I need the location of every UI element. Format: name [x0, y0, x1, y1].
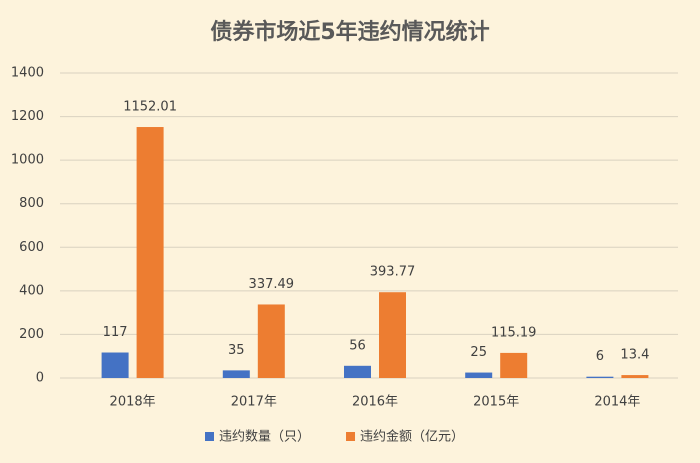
bar — [101, 352, 129, 378]
y-tick-label: 200 — [19, 327, 44, 342]
y-tick-label: 800 — [19, 196, 44, 211]
x-tick-label: 2017年 — [231, 395, 277, 410]
bar — [379, 292, 406, 378]
y-tick-label: 1200 — [11, 109, 44, 124]
legend-label: 违约金额（亿元） — [360, 429, 464, 445]
y-tick-label: 1400 — [11, 66, 44, 81]
bar — [257, 304, 285, 378]
x-tick-label: 2018年 — [110, 395, 156, 410]
y-tick-label: 0 — [36, 371, 44, 386]
bar — [586, 376, 614, 378]
data-label: 35 — [228, 343, 245, 358]
data-label: 337.49 — [249, 277, 295, 292]
legend-swatch — [205, 432, 214, 441]
x-tick-label: 2015年 — [473, 395, 519, 410]
legend-label: 违约数量（只） — [219, 430, 310, 445]
y-tick-label: 600 — [19, 240, 44, 255]
data-label: 115.19 — [491, 325, 537, 340]
y-tick-label: 400 — [19, 283, 44, 298]
data-label: 25 — [470, 345, 487, 360]
x-tick-label: 2016年 — [352, 395, 398, 410]
data-label: 1152.01 — [123, 100, 177, 115]
y-tick-label: 1000 — [11, 153, 44, 168]
legend-swatch — [346, 432, 356, 441]
data-label: 13.4 — [620, 348, 649, 363]
bar — [621, 375, 649, 378]
x-tick-label: 2014年 — [594, 395, 640, 410]
bar — [465, 372, 493, 378]
data-label: 56 — [349, 338, 366, 353]
bar — [344, 365, 371, 378]
bar — [222, 370, 250, 378]
chart-title: 债券市场近5年违约情况统计 — [210, 19, 489, 45]
data-label: 393.77 — [370, 265, 416, 280]
bar — [136, 127, 164, 378]
data-label: 6 — [596, 349, 604, 364]
data-label: 117 — [103, 325, 128, 340]
bar — [500, 352, 528, 378]
